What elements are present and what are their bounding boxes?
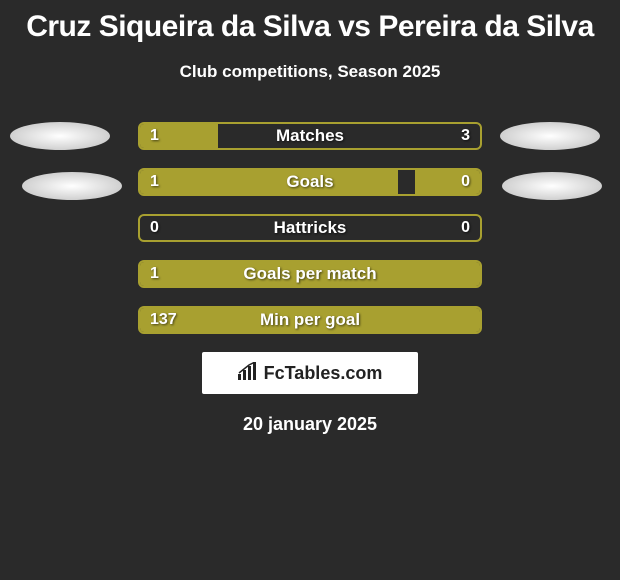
stat-val-left: 0 xyxy=(150,219,159,237)
player-marker-right-1 xyxy=(500,122,600,150)
stat-label: Goals per match xyxy=(243,264,376,284)
stat-row: Min per goal 137 xyxy=(138,306,482,334)
stat-val-left: 1 xyxy=(150,265,159,283)
bar-right xyxy=(415,170,480,194)
player-marker-left-2 xyxy=(22,172,122,200)
bar-chart-icon xyxy=(238,362,260,385)
bar-left xyxy=(140,170,398,194)
stat-rows-container: Matches 1 3 Goals 1 0 Hattricks 0 0 Goals per mat… xyxy=(0,122,620,334)
comparison-infographic: Cruz Siqueira da Silva vs Pereira da Sil… xyxy=(0,0,620,580)
stat-row: Matches 1 3 xyxy=(138,122,482,150)
stat-label: Matches xyxy=(276,126,344,146)
stat-label: Goals xyxy=(286,172,333,192)
subtitle: Club competitions, Season 2025 xyxy=(0,62,620,82)
stat-val-left: 1 xyxy=(150,173,159,191)
stat-val-right: 0 xyxy=(461,219,470,237)
stat-label: Min per goal xyxy=(260,310,360,330)
chart-area: Matches 1 3 Goals 1 0 Hattricks 0 0 Goals per mat… xyxy=(0,122,620,334)
stat-row: Hattricks 0 0 xyxy=(138,214,482,242)
stat-row: Goals per match 1 xyxy=(138,260,482,288)
stat-val-right: 0 xyxy=(461,173,470,191)
logo-text: FcTables.com xyxy=(264,363,383,384)
stat-row: Goals 1 0 xyxy=(138,168,482,196)
logo: FcTables.com xyxy=(238,362,383,385)
player-marker-left-1 xyxy=(10,122,110,150)
stat-val-right: 3 xyxy=(461,127,470,145)
stat-val-left: 1 xyxy=(150,127,159,145)
stat-label: Hattricks xyxy=(274,218,347,238)
page-title: Cruz Siqueira da Silva vs Pereira da Sil… xyxy=(0,0,620,44)
stat-val-left: 137 xyxy=(150,311,177,329)
logo-box: FcTables.com xyxy=(202,352,418,394)
player-marker-right-2 xyxy=(502,172,602,200)
date: 20 january 2025 xyxy=(0,414,620,435)
